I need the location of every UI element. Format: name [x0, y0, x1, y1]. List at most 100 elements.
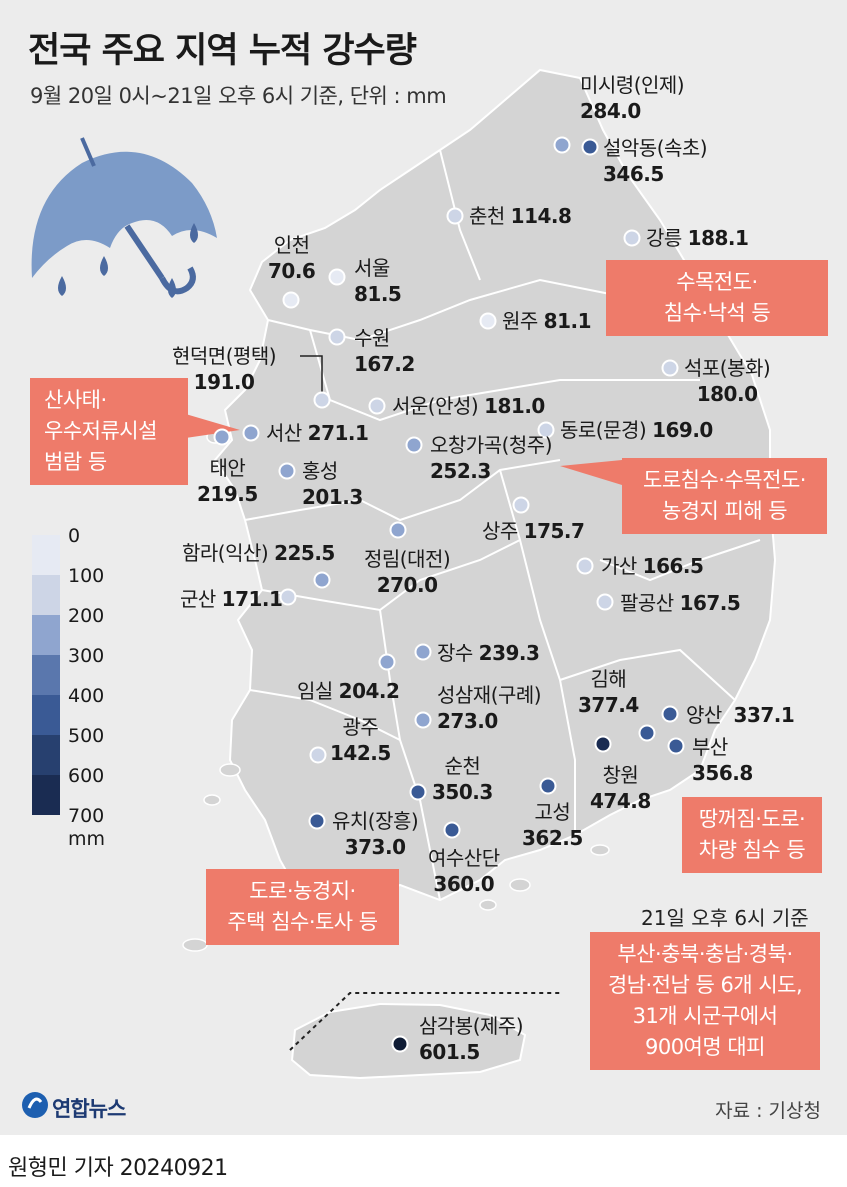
- page-subtitle: 9월 20일 0시~21일 오후 6시 기준, 단위 : mm: [30, 84, 447, 108]
- station-dot: [328, 328, 346, 346]
- station-dot: [581, 138, 599, 156]
- station-label: 여수산단 360.0: [428, 846, 500, 896]
- page-title: 전국 주요 지역 누적 강수량: [28, 31, 417, 71]
- station-dot: [378, 653, 396, 671]
- station-dot: [279, 588, 297, 606]
- callout-gangwon: 수목전도· 침수·낙석 등: [606, 260, 828, 336]
- station-dot: [576, 557, 594, 575]
- station-label: 인천 70.6: [268, 233, 316, 283]
- station-label: 삼각봉(제주) 601.5: [419, 1014, 524, 1064]
- jeju-separator-line: [289, 992, 560, 1051]
- station-label: 강릉 188.1: [646, 226, 749, 250]
- station-label: 오창가곡(청주) 252.3: [430, 433, 553, 483]
- station-dot: [368, 397, 386, 415]
- station-label: 서울 81.5: [354, 256, 402, 306]
- station-label: 원주 81.1: [502, 309, 592, 333]
- station-dot: [667, 737, 685, 755]
- brand-name: 연합뉴스: [52, 1097, 126, 1121]
- legend-swatch: [32, 615, 60, 655]
- station-label: 정림(대전) 270.0: [364, 547, 451, 597]
- station-label: 장수 239.3: [437, 641, 540, 665]
- station-label: 가산 166.5: [601, 554, 704, 578]
- station-dot: [242, 424, 260, 442]
- station-dot: [553, 136, 571, 154]
- legend-label: 700: [68, 805, 105, 827]
- station-label: 동로(문경) 169.0: [560, 418, 713, 442]
- legend-swatch: [32, 695, 60, 735]
- station-label: 부산 356.8: [692, 735, 753, 785]
- station-label: 성삼재(구례) 273.0: [437, 683, 542, 733]
- legend-label: 200: [68, 605, 105, 627]
- station-dot: [479, 312, 497, 330]
- station-dot: [623, 229, 641, 247]
- station-label: 팔공산 167.5: [620, 591, 741, 615]
- yonhap-logo-icon: [22, 1092, 48, 1118]
- station-dot: [414, 711, 432, 729]
- station-dot: [596, 593, 614, 611]
- legend-swatch: [32, 735, 60, 775]
- station-label: 현덕면(평택) 191.0: [172, 344, 277, 394]
- station-label: 수원 167.2: [354, 326, 415, 376]
- station-label: 설악동(속초) 346.5: [603, 136, 708, 186]
- legend-label: 100: [68, 565, 105, 587]
- station-dot: [661, 705, 679, 723]
- callout-chungnam: 산사태· 우수저류시설 범람 등: [30, 378, 188, 485]
- legend-swatch: [32, 655, 60, 695]
- callout-jeonnam: 도로·농경지· 주택 침수·토사 등: [206, 869, 399, 945]
- station-label: 김해 377.4: [578, 667, 639, 717]
- station-dot: [405, 436, 423, 454]
- station-label: 양산 337.1: [686, 703, 795, 727]
- legend-swatch: [32, 575, 60, 615]
- station-dot: [313, 571, 331, 589]
- legend-label: 400: [68, 685, 105, 707]
- province-borders: [244, 149, 761, 901]
- station-dot: [309, 746, 327, 764]
- station-dot: [409, 783, 427, 801]
- station-dot: [594, 735, 612, 753]
- station-dot: [414, 643, 432, 661]
- callout-chungbuk: 도로침수·수목전도· 농경지 피해 등: [622, 458, 827, 534]
- legend-label: 600: [68, 765, 105, 787]
- station-label: 춘천 114.8: [469, 204, 572, 228]
- station-dot: [512, 496, 530, 514]
- station-name-ochang: 오창가곡(청주): [430, 433, 553, 457]
- legend-label: 500: [68, 725, 105, 747]
- station-label: 서산 271.1: [266, 421, 369, 445]
- station-label: 함라(익산) 225.5: [182, 541, 335, 565]
- station-label: 석포(봉화) 180.0: [684, 356, 771, 406]
- station-label: 순천 350.3: [432, 754, 493, 804]
- station-label: 고성 362.5: [522, 800, 583, 850]
- station-label: 광주 142.5: [330, 715, 391, 765]
- station-dot: [282, 291, 300, 309]
- station-label: 태안 219.5: [197, 456, 258, 506]
- station-dot: [328, 268, 346, 286]
- legend-label: 300: [68, 645, 105, 667]
- legend-swatch: [32, 775, 60, 815]
- station-label: 상주 175.7: [482, 519, 585, 543]
- station-dot: [661, 359, 679, 377]
- station-dot: [537, 421, 555, 439]
- callout-evacuation: 부산·충북·충남·경북· 경남·전남 등 6개 시도, 31개 시군구에서 900여명…: [590, 932, 820, 1070]
- evacuation-timestamp: 21일 오후 6시 기준: [641, 906, 809, 930]
- callout-busan: 땅꺼짐·도로· 차량 침수 등: [682, 797, 822, 873]
- legend-unit: mm: [68, 828, 106, 850]
- hyeondeok-leader-line: [300, 355, 323, 395]
- station-label: 군산 171.1: [180, 587, 283, 611]
- legend-label: 0: [68, 525, 81, 547]
- station-label: 미시령(인제) 284.0: [580, 73, 685, 123]
- station-label: 서운(안성) 181.0: [392, 394, 545, 418]
- station-dot: [389, 521, 407, 539]
- station-dot: [443, 821, 461, 839]
- station-dot: [213, 428, 231, 446]
- station-dot: [539, 777, 557, 795]
- station-dot: [446, 207, 464, 225]
- station-label: 임실 204.2: [297, 679, 400, 703]
- station-label: 홍성 201.3: [302, 459, 363, 509]
- station-dot: [308, 812, 326, 830]
- reporter-credit: 원형민 기자 20240921: [8, 1156, 228, 1181]
- station-dot: [313, 391, 331, 409]
- umbrella-icon: [31, 137, 218, 298]
- data-source: 자료 : 기상청: [715, 1100, 821, 1122]
- station-dot: [638, 724, 656, 742]
- station-dot: [278, 462, 296, 480]
